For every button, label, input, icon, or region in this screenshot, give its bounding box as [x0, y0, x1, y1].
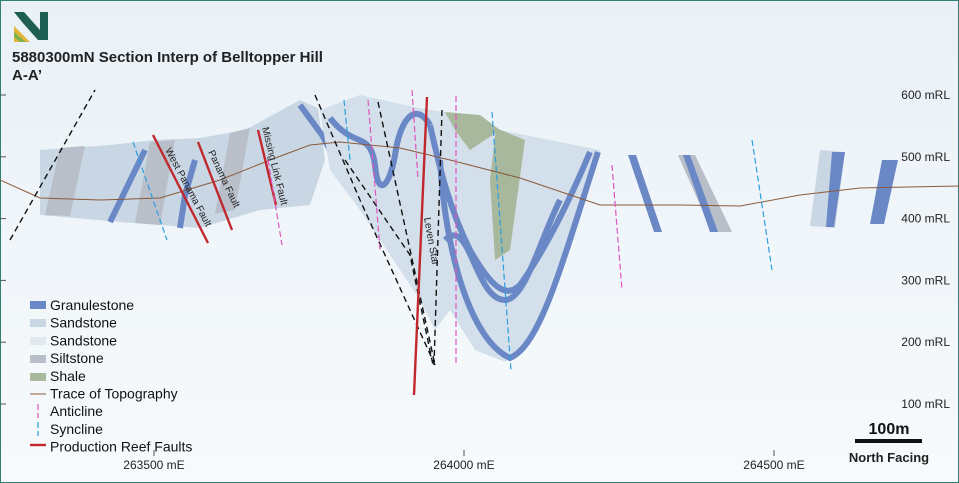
shape	[177, 159, 198, 229]
elevation-label: 100 mRL	[901, 397, 950, 411]
shape	[30, 337, 46, 345]
legend-label: Sandstone	[50, 332, 117, 348]
shape	[215, 128, 250, 214]
shape	[30, 301, 46, 309]
elevation-label: 500 mRL	[901, 150, 950, 164]
shape	[490, 128, 525, 260]
easting-label: 264000 mE	[433, 458, 494, 472]
shape	[14, 12, 48, 40]
scale-label: 100m	[869, 421, 910, 438]
geology	[0, 89, 959, 396]
easting-label: 264500 mE	[743, 458, 804, 472]
legend-label: Sandstone	[50, 315, 117, 331]
shape	[427, 124, 593, 294]
orientation: North Facing	[849, 450, 929, 465]
elevation-label: 200 mRL	[901, 335, 950, 349]
title: 5880300mN Section Interp of Belltopper H…	[12, 49, 323, 66]
shape	[314, 94, 436, 366]
shape	[433, 109, 443, 366]
easting-axis: 263500 mE 264000 mE 264500 mE	[123, 450, 805, 472]
shape	[135, 140, 175, 225]
shape	[40, 100, 325, 228]
elevation-label: 300 mRL	[901, 273, 950, 287]
topography	[0, 141, 959, 207]
shape	[826, 152, 845, 227]
legend-label: Anticline	[50, 403, 103, 419]
easting-label: 263500 mE	[123, 458, 184, 472]
shape	[14, 32, 26, 42]
shape	[442, 198, 563, 304]
logo	[14, 12, 48, 42]
shape	[343, 99, 351, 161]
shape	[683, 155, 718, 232]
shape	[628, 155, 662, 232]
shape	[377, 101, 436, 366]
shape	[412, 96, 429, 396]
shape	[196, 141, 234, 231]
shape	[491, 111, 512, 371]
shape	[870, 160, 898, 224]
shape	[30, 319, 46, 327]
legend-label: Production Reef Faults	[50, 439, 192, 455]
legend-label: Syncline	[50, 421, 103, 437]
legend-label: Granulestone	[50, 297, 134, 313]
shape	[30, 355, 46, 363]
legend-label: Trace of Topography	[50, 386, 178, 402]
shape	[611, 164, 623, 291]
elevation-label: 400 mRL	[901, 212, 950, 226]
shape	[344, 159, 434, 366]
shape	[151, 134, 210, 244]
legend-label: Shale	[50, 368, 86, 384]
shape	[132, 141, 168, 241]
shape	[9, 89, 96, 241]
shape	[445, 112, 500, 150]
elevation-axis: 600 mRL 500 mRL 400 mRL 300 mRL 200 mRL 100 m…	[0, 88, 950, 411]
legend-label: Siltstone	[50, 350, 104, 366]
shape	[267, 159, 283, 246]
shape	[411, 89, 419, 181]
shape	[367, 99, 381, 251]
shape	[327, 110, 433, 189]
elevation-label: 600 mRL	[901, 88, 950, 102]
subtitle: A-A’	[12, 67, 42, 84]
shape	[30, 373, 46, 381]
shape	[751, 139, 773, 271]
